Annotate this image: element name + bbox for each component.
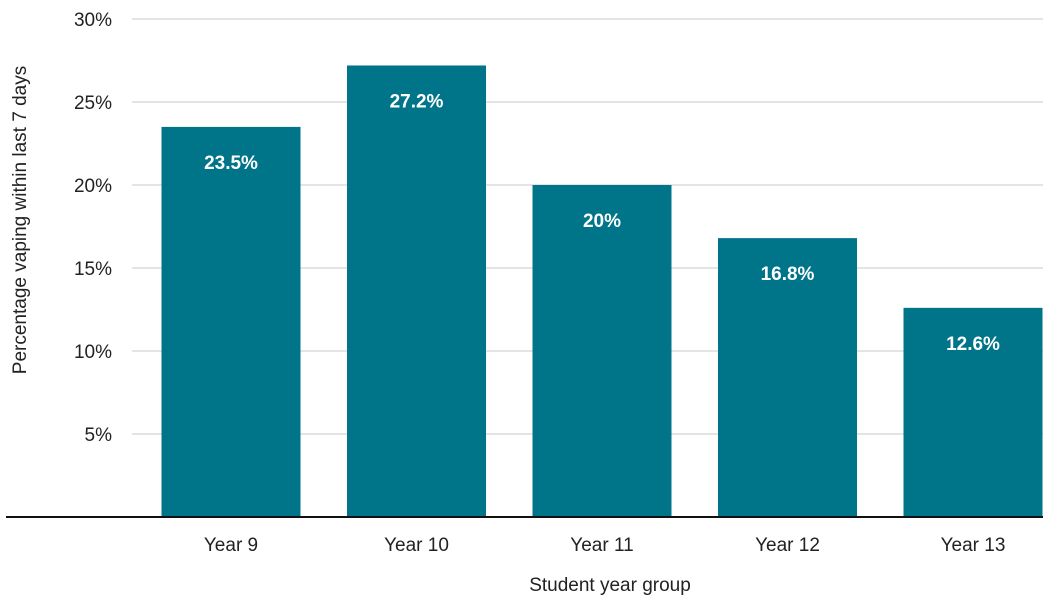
bar-data-label: 16.8% (761, 264, 815, 285)
y-tick-label: 10% (74, 342, 112, 363)
x-tick-label: Year 10 (384, 535, 449, 556)
bar (532, 185, 672, 517)
y-tick-label: 5% (85, 425, 113, 446)
y-tick-label: 30% (74, 10, 112, 31)
x-tick-label: Year 9 (204, 535, 258, 556)
bar-data-label: 20% (583, 211, 621, 232)
bar (718, 238, 857, 517)
y-tick-label: 25% (74, 93, 112, 114)
x-tick-label: Year 13 (941, 535, 1006, 556)
y-tick-label: 20% (74, 176, 112, 197)
x-axis-ticks: Year 9 Year 10 Year 11 Year 12 Year 13 (204, 535, 1006, 556)
x-tick-label: Year 12 (755, 535, 820, 556)
y-tick-label: 15% (74, 259, 112, 280)
x-tick-label: Year 11 (570, 535, 633, 556)
bars (161, 65, 1043, 518)
bar (903, 307, 1043, 517)
data-labels: 23.5% 27.2% 20% 16.8% 12.6% (204, 91, 1000, 354)
bar (347, 65, 486, 517)
bar (161, 126, 301, 518)
bar-data-label: 12.6% (946, 334, 1000, 355)
y-axis-title: Percentage vaping within last 7 days (10, 66, 31, 374)
x-axis-title: Student year group (529, 575, 691, 596)
y-axis-ticks: 5% 10% 15% 20% 25% 30% (74, 10, 112, 446)
bar-data-label: 23.5% (204, 153, 258, 174)
bar-data-label: 27.2% (390, 91, 444, 112)
